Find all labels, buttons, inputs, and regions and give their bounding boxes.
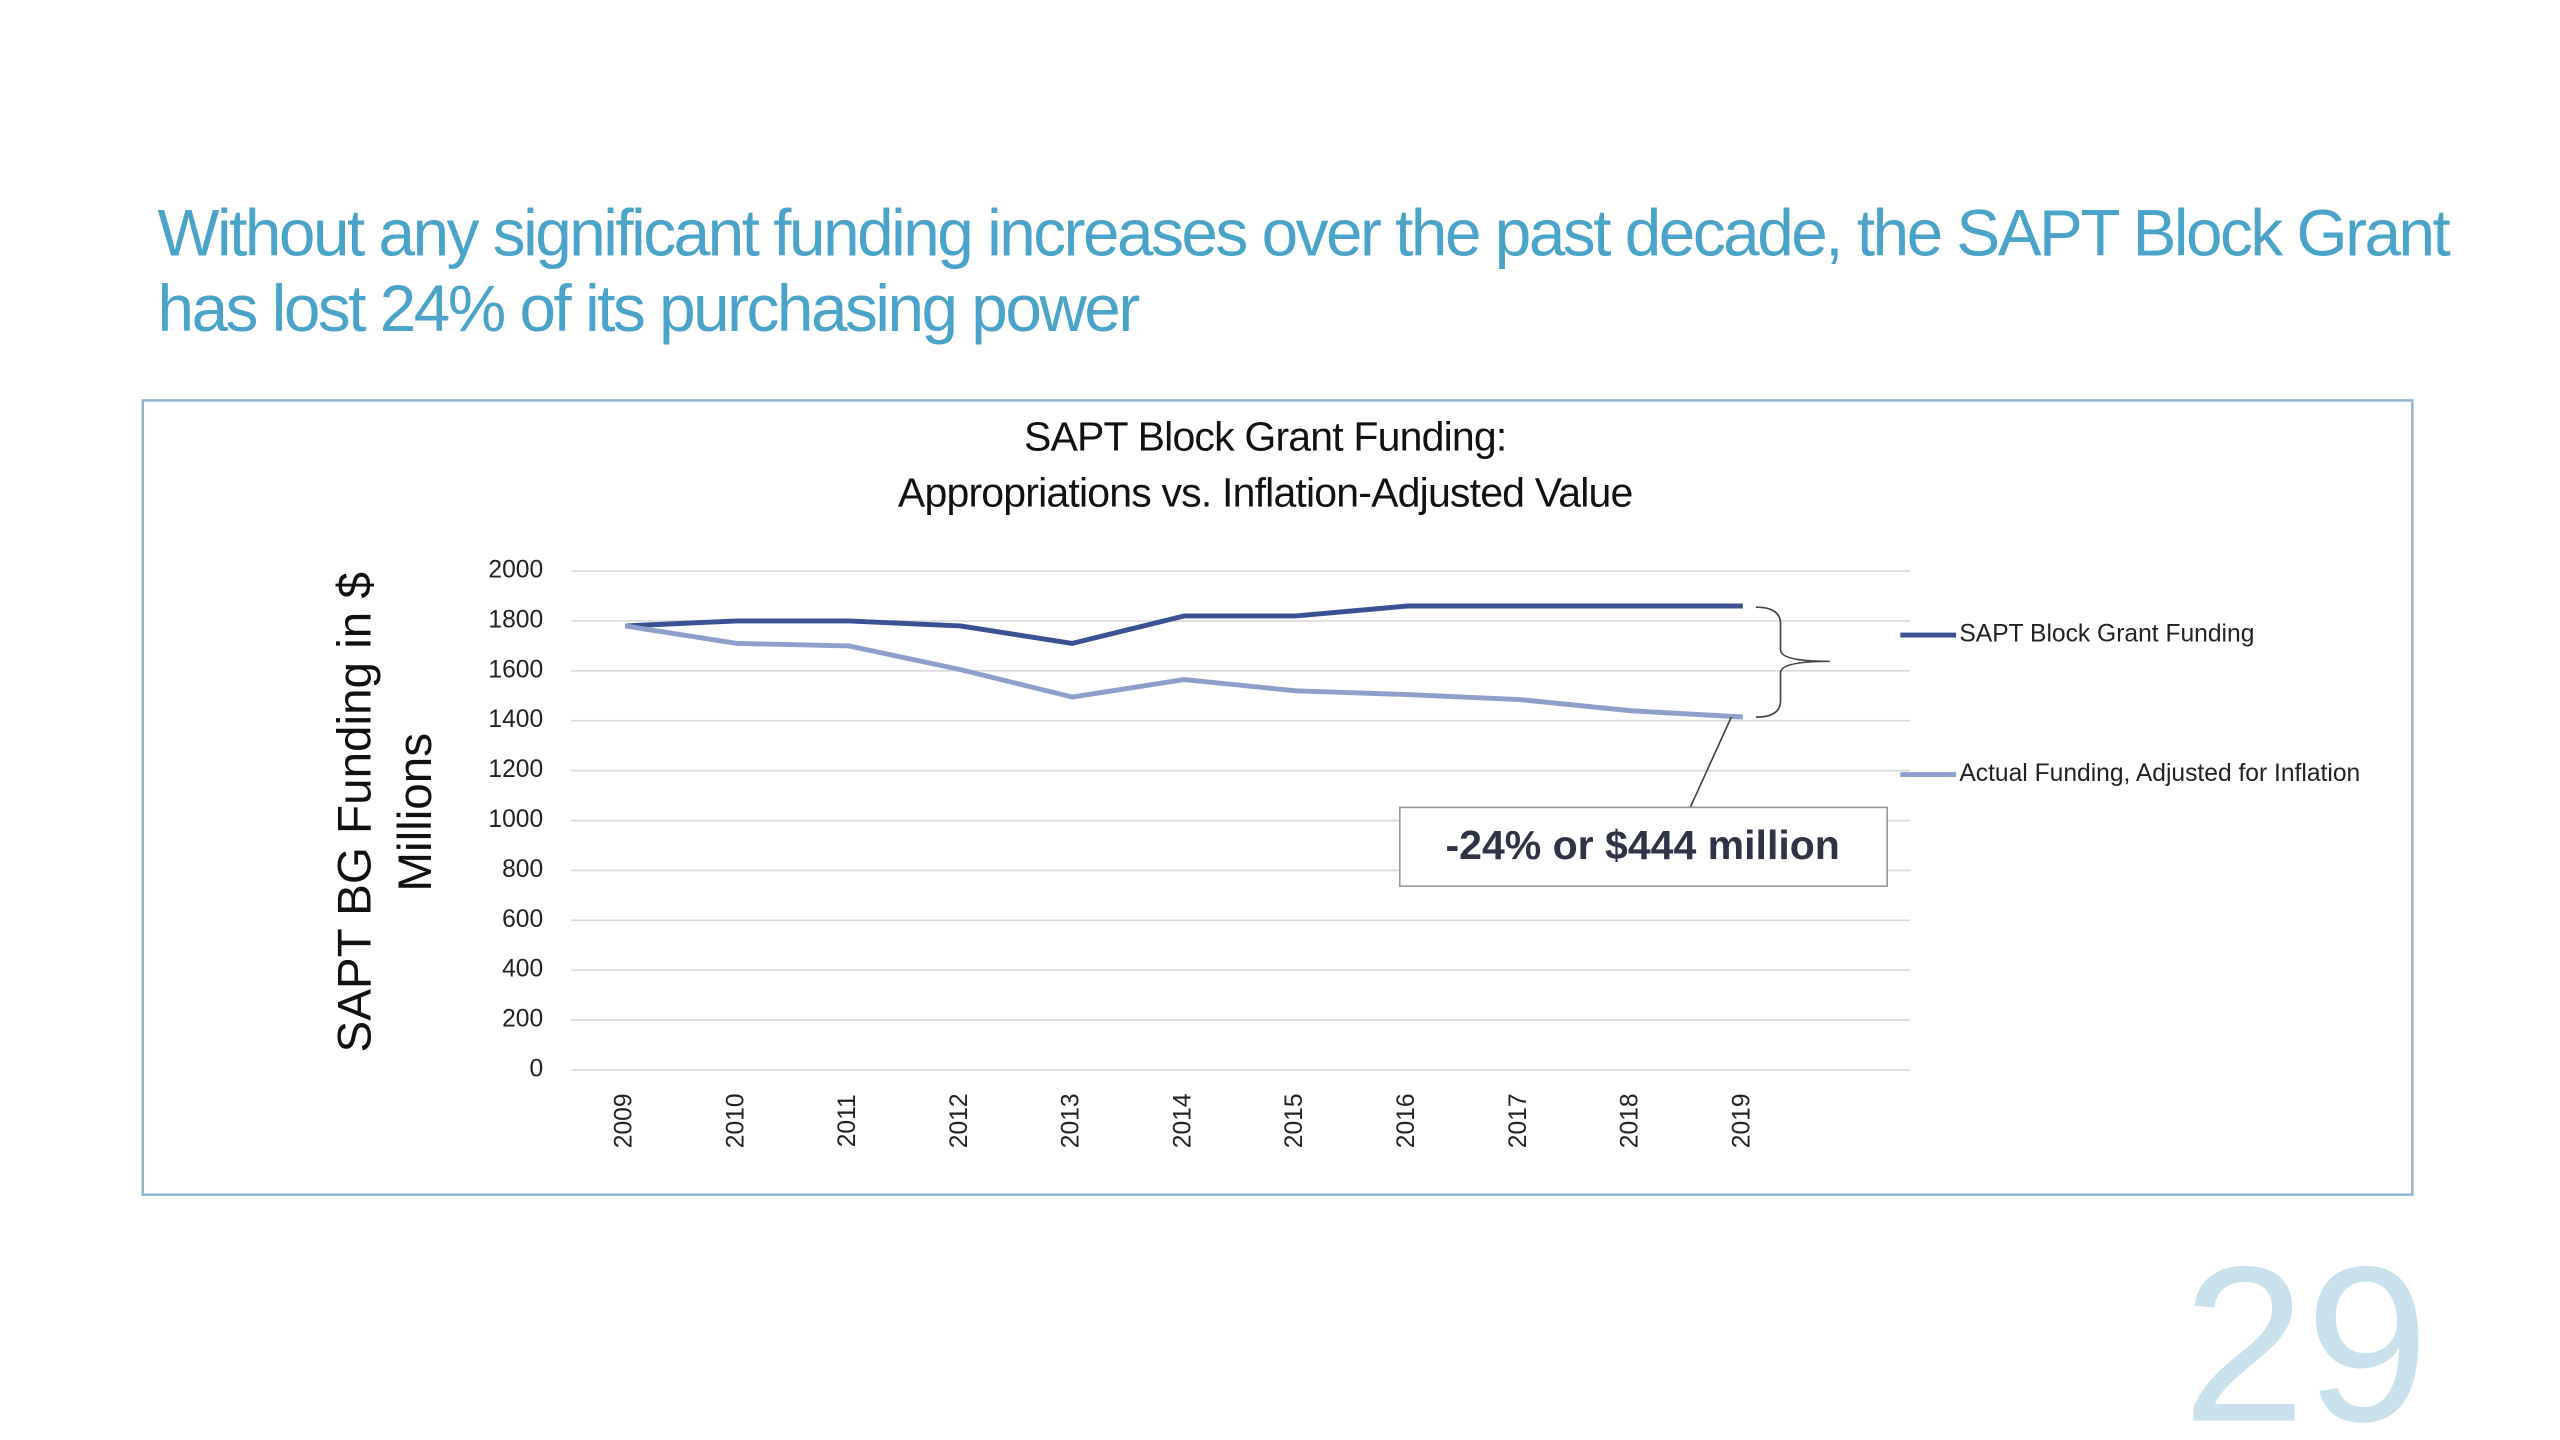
- y-axis-label: Millions: [389, 733, 442, 892]
- x-tick-label: 2011: [834, 1094, 861, 1147]
- x-tick-label: 2009: [611, 1093, 638, 1148]
- x-tick-label: 2017: [1505, 1093, 1532, 1148]
- x-tick-label: 2018: [1617, 1093, 1644, 1148]
- brace: [1755, 606, 1830, 718]
- y-tick-label: 600: [502, 906, 543, 933]
- x-tick-label: 2012: [946, 1093, 973, 1148]
- callout-line: [1689, 716, 1733, 808]
- x-tick-label: 2013: [1058, 1093, 1085, 1148]
- y-tick-label: 1000: [488, 806, 543, 833]
- y-tick-label: 800: [502, 856, 543, 883]
- callout-box: [1398, 806, 1888, 887]
- y-tick-label: 1400: [488, 706, 543, 733]
- annotation: -24% or $444 million: [1445, 822, 1839, 868]
- y-tick-label: 1600: [488, 656, 543, 683]
- y-tick-label: 1800: [488, 606, 543, 633]
- y-tick-label: 0: [529, 1055, 543, 1082]
- legend-label: Actual Funding, Adjusted for Inflation: [1959, 760, 2360, 787]
- x-tick-label: 2010: [722, 1093, 749, 1148]
- x-tick-label: 2019: [1728, 1093, 1755, 1148]
- page-number: 29: [2182, 1220, 2428, 1440]
- chart-title: Appropriations vs. Inflation-Adjusted Va…: [898, 469, 1633, 515]
- series-line: [625, 603, 1743, 646]
- series-line: [624, 623, 1743, 720]
- x-tick-label: 2014: [1170, 1093, 1197, 1148]
- chart-frame: [141, 399, 2414, 1196]
- y-axis-label: SAPT BG Funding in $: [328, 572, 381, 1052]
- slide-heading: has lost 24% of its purchasing power: [158, 272, 1140, 345]
- y-tick-label: 1200: [488, 756, 543, 783]
- y-tick-label: 400: [502, 956, 543, 983]
- x-tick-label: 2015: [1281, 1093, 1308, 1148]
- y-tick-label: 200: [502, 1006, 543, 1033]
- slide-heading: Without any significant funding increase…: [158, 196, 2451, 269]
- legend-label: SAPT Block Grant Funding: [1959, 621, 2254, 648]
- x-tick-label: 2016: [1393, 1093, 1420, 1148]
- chart-title: SAPT Block Grant Funding:: [1024, 414, 1507, 460]
- y-tick-label: 2000: [488, 557, 543, 584]
